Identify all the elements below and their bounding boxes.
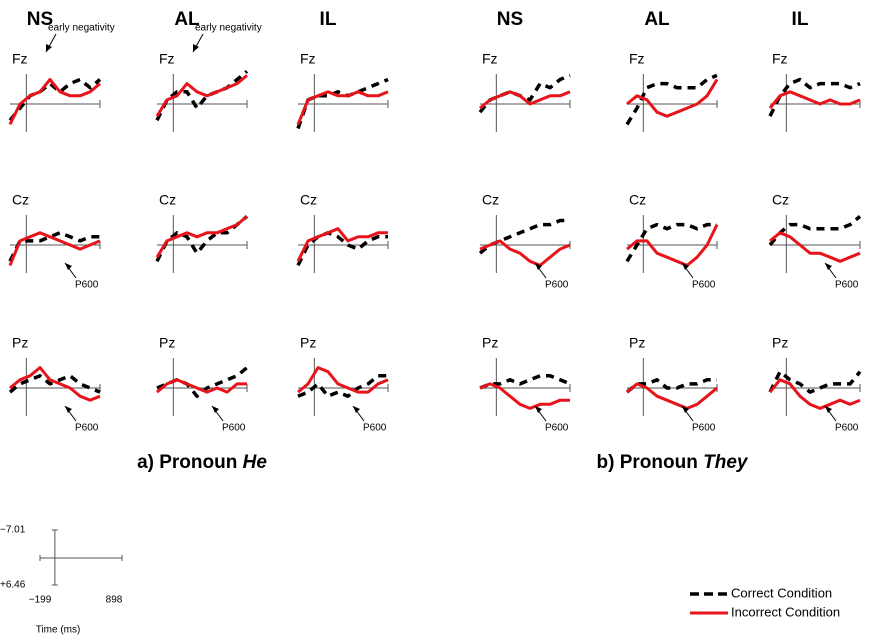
annotation: P600 — [692, 423, 716, 434]
column-header: IL — [320, 9, 337, 30]
electrode-label: Fz — [772, 51, 788, 67]
waveform — [768, 369, 862, 394]
y-tick-label: +6.46 — [0, 580, 26, 591]
arrow-head — [682, 263, 689, 270]
waveform — [478, 218, 570, 255]
arrow-head — [535, 406, 542, 413]
arrow-head — [353, 406, 360, 413]
waveform — [296, 90, 389, 125]
waveform — [296, 227, 388, 262]
group-title: b) Pronoun They — [597, 452, 749, 473]
annotation: P600 — [75, 423, 99, 434]
annotation: P600 — [835, 280, 859, 291]
annotation: P600 — [222, 423, 246, 434]
arrow-head — [65, 406, 72, 413]
x-tick-label: −199 — [29, 595, 52, 606]
waveform — [768, 90, 861, 110]
column-header: NS — [27, 9, 53, 30]
waveform — [8, 374, 101, 394]
annotation: P600 — [75, 280, 99, 291]
waveform — [626, 223, 719, 267]
waveform — [155, 69, 249, 122]
column-header: IL — [792, 9, 809, 30]
legend-label: Correct Condition — [731, 585, 832, 600]
electrode-label: Cz — [772, 192, 789, 208]
waveform — [155, 215, 248, 258]
waveform — [626, 382, 718, 410]
waveform — [625, 378, 717, 394]
arrow-head — [682, 406, 689, 413]
electrode-label: Cz — [12, 192, 29, 208]
electrode-label: Pz — [159, 335, 175, 351]
waveform — [479, 239, 571, 267]
arrow-head — [212, 406, 219, 413]
waveform — [479, 382, 570, 410]
x-tick-label: 898 — [106, 595, 123, 606]
waveform — [478, 73, 571, 114]
electrode-label: Cz — [159, 192, 176, 208]
electrode-label: Pz — [482, 335, 498, 351]
waveform — [155, 74, 248, 117]
group-label: a) Pronoun — [137, 452, 237, 473]
electrode-label: Pz — [629, 335, 645, 351]
annotation: early negativity — [195, 23, 262, 34]
waveform — [479, 374, 571, 390]
waveform — [768, 215, 862, 247]
electrode-label: Cz — [300, 192, 317, 208]
x-axis-label: Time (ms) — [36, 625, 81, 636]
waveform — [768, 77, 861, 117]
waveform — [9, 366, 101, 402]
waveform — [156, 378, 247, 394]
group-emphasis: They — [703, 452, 749, 473]
y-tick-label: −7.01 — [0, 525, 26, 536]
group-emphasis: He — [243, 452, 268, 473]
column-header: AL — [644, 9, 670, 30]
arrow-head — [65, 263, 72, 270]
waveform — [155, 215, 249, 263]
electrode-label: Fz — [300, 51, 316, 67]
group-label: b) Pronoun — [597, 452, 698, 473]
waveform — [8, 231, 100, 263]
group-title: a) Pronoun He — [137, 452, 267, 473]
annotation: early negativity — [48, 23, 115, 34]
electrode-label: Fz — [629, 51, 645, 67]
electrode-label: Pz — [12, 335, 28, 351]
waveform — [768, 378, 861, 410]
waveform — [626, 78, 719, 118]
column-header: AL — [174, 9, 200, 30]
annotation: P600 — [363, 423, 387, 434]
annotation: P600 — [692, 280, 716, 291]
electrode-label: Fz — [482, 51, 498, 67]
waveform — [625, 222, 717, 263]
electrode-label: Cz — [482, 192, 499, 208]
electrode-label: Fz — [12, 51, 28, 67]
waveform — [8, 78, 101, 126]
column-header: NS — [497, 9, 523, 30]
arrow-head — [46, 44, 52, 52]
annotation: P600 — [545, 423, 569, 434]
waveform — [297, 366, 389, 394]
waveform — [769, 231, 861, 263]
arrow-head — [535, 263, 542, 270]
electrode-label: Pz — [300, 335, 316, 351]
waveform — [297, 374, 388, 398]
legend-label: Incorrect Condition — [731, 604, 840, 619]
electrode-label: Fz — [159, 51, 175, 67]
annotation: P600 — [545, 280, 569, 291]
electrode-label: Cz — [629, 192, 646, 208]
waveform — [296, 231, 388, 267]
arrow-head — [825, 406, 832, 413]
waveform — [479, 90, 571, 110]
arrow-head — [193, 44, 199, 52]
arrow-head — [825, 263, 832, 270]
annotation: P600 — [835, 423, 859, 434]
waveform — [8, 231, 101, 266]
electrode-label: Pz — [772, 335, 788, 351]
